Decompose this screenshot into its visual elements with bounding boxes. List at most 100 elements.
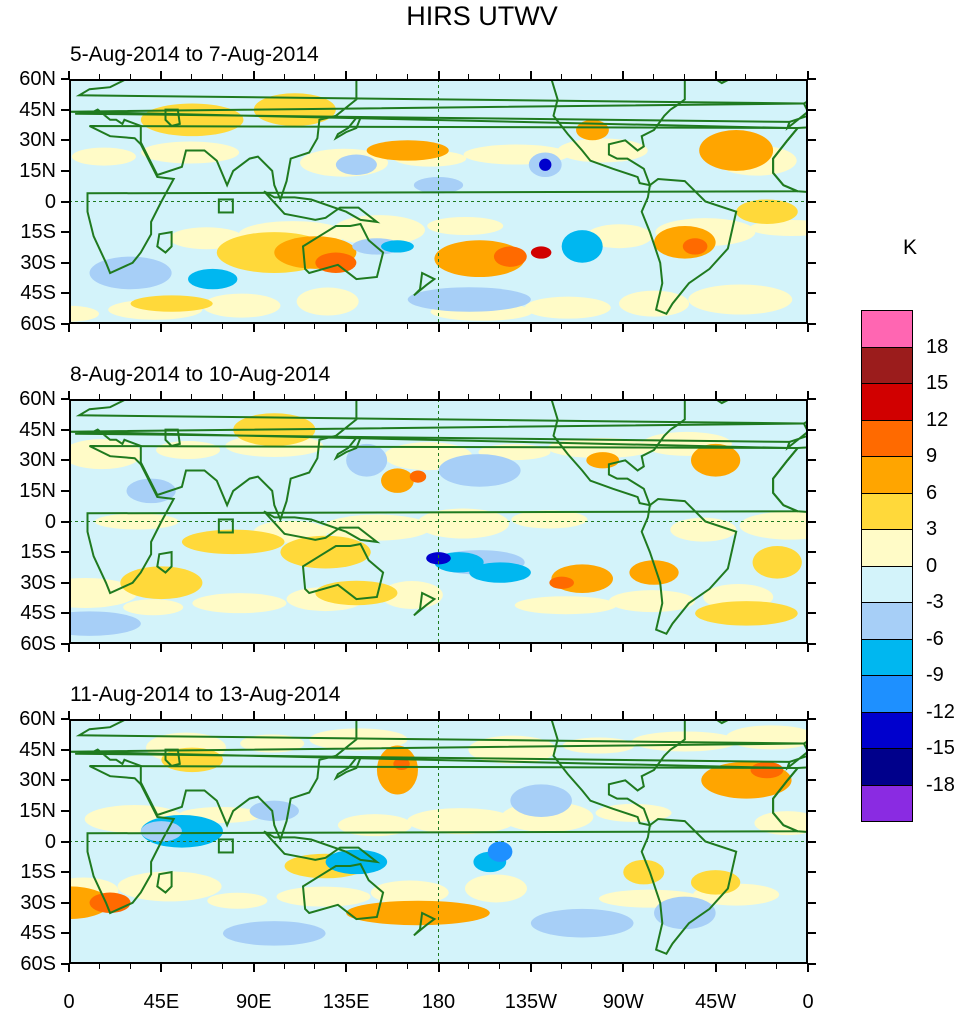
lon-minor-tick	[499, 74, 501, 79]
lat-label: 45S	[20, 602, 56, 625]
lon-minor-tick	[191, 644, 193, 649]
coastline	[156, 870, 173, 894]
coastline	[69, 79, 804, 203]
lat-label: 15N	[19, 159, 56, 182]
anomaly-contour	[511, 510, 588, 529]
lon-tick	[160, 964, 163, 972]
anomaly-contour	[487, 841, 513, 862]
lat-tick	[808, 871, 816, 874]
coastline	[156, 550, 173, 574]
anomaly-contour	[276, 886, 371, 907]
lon-minor-tick	[98, 324, 100, 329]
lon-minor-tick	[283, 644, 285, 649]
figure-title: HIRS UTWV	[406, 1, 558, 31]
anomaly-contour	[608, 590, 695, 613]
colorbar-label: -6	[926, 627, 944, 650]
lon-tick	[622, 391, 625, 399]
colorbar-label: 18	[926, 335, 949, 358]
coastline	[86, 445, 800, 595]
lon-label: 0	[802, 991, 814, 1013]
anomaly-contour	[682, 238, 708, 255]
colorbar-label: 0	[926, 554, 938, 577]
lon-minor-tick	[191, 394, 193, 399]
lon-tick	[622, 644, 625, 652]
colorbar-swatch	[861, 492, 913, 530]
lon-tick	[437, 71, 440, 79]
colorbar-swatch	[861, 456, 913, 494]
anomaly-contour	[376, 745, 418, 795]
lon-minor-tick	[560, 74, 562, 79]
lon-minor-tick	[683, 74, 685, 79]
coastline	[263, 190, 381, 224]
lon-minor-tick	[745, 644, 747, 649]
anomaly-contour	[325, 849, 388, 875]
coastline	[301, 542, 385, 601]
lon-minor-tick	[191, 964, 193, 969]
lat-tick	[61, 139, 69, 142]
colorbar-label: -18	[926, 773, 955, 796]
lat-tick	[61, 643, 69, 645]
lon-tick	[807, 71, 809, 79]
lat-tick	[808, 108, 816, 111]
lat-label: 60N	[19, 68, 56, 90]
anomaly-contour	[89, 256, 172, 290]
lon-minor-tick	[683, 394, 685, 399]
lon-minor-tick	[468, 394, 470, 399]
lon-tick	[160, 391, 163, 399]
lat-tick	[61, 840, 69, 843]
lon-minor-tick	[191, 74, 193, 79]
coastline	[86, 765, 800, 915]
lon-minor-tick	[314, 644, 316, 649]
anomaly-contour	[366, 140, 449, 161]
anomaly-contour	[337, 814, 412, 837]
lon-tick	[807, 964, 809, 972]
lon-minor-tick	[653, 644, 655, 649]
anomaly-contour	[181, 529, 285, 555]
colorbar-swatch	[861, 383, 913, 421]
lon-minor-tick	[776, 714, 778, 719]
lat-label: 60S	[20, 953, 56, 975]
lon-tick	[252, 711, 255, 719]
lon-minor-tick	[375, 714, 377, 719]
lon-minor-tick	[591, 324, 593, 329]
lon-minor-tick	[191, 714, 193, 719]
colorbar-swatch	[861, 529, 913, 567]
lat-tick	[61, 459, 69, 462]
lat-label: 15S	[20, 541, 56, 564]
lat-tick	[61, 551, 69, 554]
anomaly-contour	[464, 874, 527, 903]
lat-tick	[808, 200, 816, 203]
lat-tick	[61, 718, 69, 720]
anomaly-contour	[156, 441, 221, 460]
lon-minor-tick	[129, 964, 131, 969]
lon-label: 45E	[143, 991, 180, 1013]
anomaly-contour	[468, 735, 557, 764]
panel-3-subtitle: 11-Aug-2014 to 13-Aug-2014	[70, 683, 341, 706]
colorbar-label: -15	[926, 737, 955, 759]
lon-minor-tick	[375, 964, 377, 969]
coastline	[301, 222, 385, 281]
coastline	[164, 428, 181, 448]
lon-tick	[622, 324, 625, 332]
lon-minor-tick	[283, 324, 285, 329]
colorbar-swatch	[861, 310, 913, 348]
coastline	[69, 399, 804, 523]
coastline	[333, 756, 362, 781]
lon-tick	[714, 644, 717, 652]
coastline	[640, 497, 738, 636]
lon-minor-tick	[406, 74, 408, 79]
lat-label: 45N	[19, 738, 56, 761]
lat-tick	[61, 323, 69, 325]
lat-tick	[61, 748, 69, 751]
lat-tick	[61, 292, 69, 295]
lat-label: 15S	[20, 861, 56, 884]
anomaly-contour	[417, 508, 510, 539]
lat-label: 60N	[19, 388, 56, 410]
anomaly-contour	[493, 246, 527, 267]
lon-minor-tick	[745, 394, 747, 399]
lon-tick	[529, 644, 532, 652]
lat-tick	[808, 398, 816, 400]
coastline	[164, 108, 181, 128]
lon-minor-tick	[221, 74, 223, 79]
coastline	[333, 116, 362, 141]
